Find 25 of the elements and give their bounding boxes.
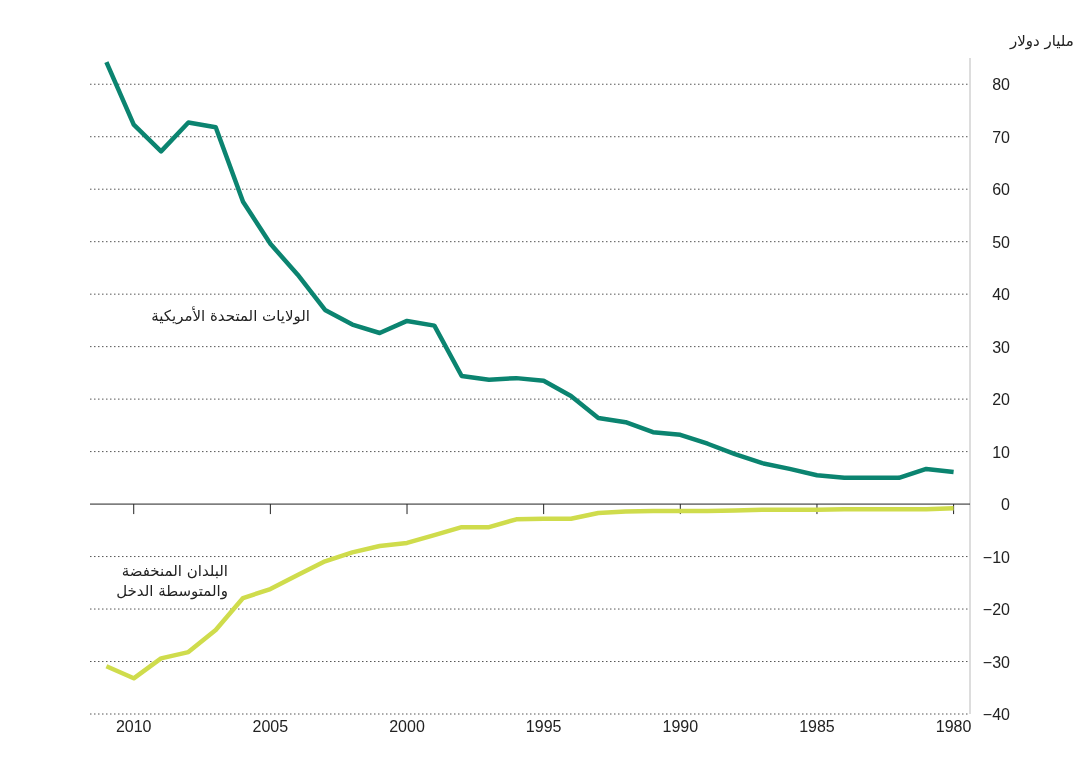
y-tick-label: 80 [992,76,1011,94]
y-tick-label: 10 [992,443,1011,461]
y-tick-label: 0 [1001,496,1011,514]
y-tick-label: 40 [992,286,1011,304]
x-tick-label: 1995 [525,718,562,735]
y-tick-label: 20 [992,391,1011,409]
series-label: البلدان المنخفضة والمتوسطة الدخل [115,561,228,601]
y-tick-label: 70 [992,128,1011,146]
series-label: الولايات المتحدة الأمريكية [150,306,310,326]
x-tick-label: 2000 [389,718,425,735]
y-tick-label: 60 [992,181,1011,199]
y-tick-label: −40 [982,706,1011,723]
x-tick-label: 1980 [935,718,972,735]
y-tick-label: −30 [982,653,1011,671]
y-tick-label: −20 [982,601,1011,619]
x-tick-label: 2010 [115,718,152,735]
x-tick-label: 1985 [799,718,835,735]
x-tick-label: 2005 [252,718,289,735]
y-axis-title: مليار دولار [1009,32,1074,50]
y-tick-label: 30 [992,338,1011,356]
y-tick-label: 50 [992,233,1011,251]
x-tick-label: 1990 [662,718,699,735]
y-tick-label: −10 [982,548,1011,566]
line-series [104,59,956,481]
line-series [104,506,956,681]
